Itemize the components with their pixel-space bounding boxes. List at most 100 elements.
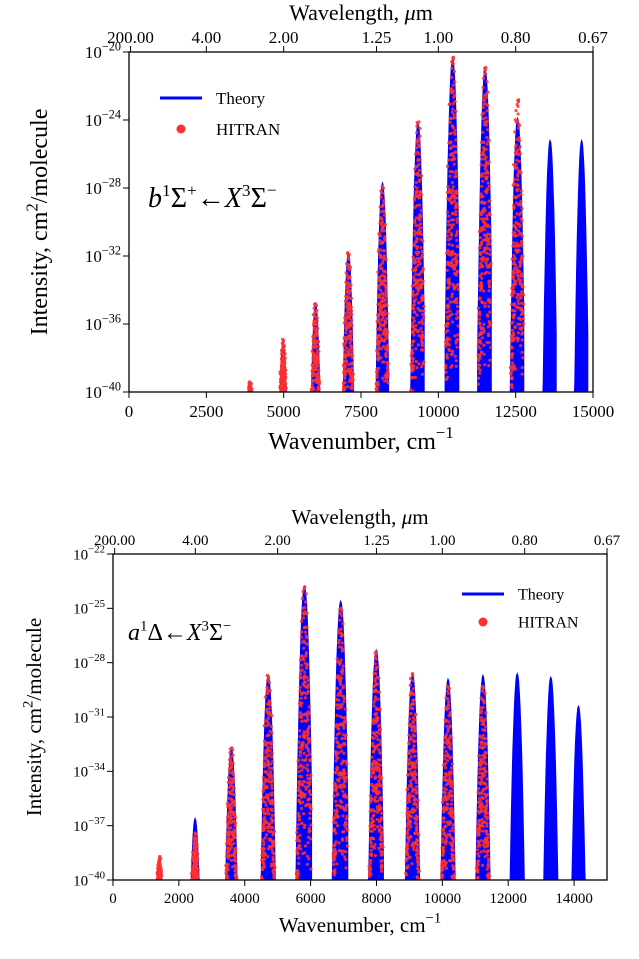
- hitran-point: [407, 794, 411, 798]
- y-tick-base: 10: [85, 247, 102, 266]
- hitran-point: [453, 116, 457, 120]
- hitran-point: [378, 723, 382, 727]
- hitran-point: [344, 733, 348, 737]
- hitran-point: [382, 344, 386, 348]
- hitran-point: [306, 769, 310, 773]
- hitran-point: [373, 698, 377, 702]
- top-tick-label: 4.00: [182, 533, 208, 549]
- hitran-point: [476, 344, 480, 348]
- y-tick-base: 10: [85, 43, 102, 62]
- hitran-point: [339, 849, 343, 853]
- hitran-point: [411, 356, 415, 360]
- hitran-point: [270, 731, 274, 735]
- hitran-point: [484, 711, 488, 715]
- y-tick-exponent: −28: [102, 175, 121, 189]
- hitran-point: [317, 349, 321, 353]
- hitran-point: [334, 799, 338, 803]
- hitran-point: [485, 119, 489, 123]
- hitran-point: [511, 338, 516, 343]
- hitran-point: [452, 857, 456, 861]
- hitran-point: [369, 852, 373, 856]
- hitran-point: [477, 246, 481, 250]
- hitran-point: [451, 829, 455, 833]
- hitran-point: [284, 368, 288, 372]
- hitran-point: [414, 712, 418, 716]
- hitran-point: [513, 231, 517, 235]
- hitran-point: [375, 825, 380, 829]
- hitran-point: [264, 803, 268, 807]
- hitran-point: [517, 269, 521, 273]
- hitran-point: [337, 841, 341, 845]
- hitran-point: [413, 726, 417, 730]
- hitran-point: [271, 800, 275, 804]
- hitran-point: [417, 882, 420, 885]
- hitran-point: [261, 884, 264, 887]
- hitran-point: [229, 826, 233, 830]
- hitran-point: [372, 700, 376, 704]
- transition-sup1: 1: [162, 181, 171, 200]
- theory-band-12: [571, 704, 586, 880]
- hitran-point: [510, 308, 514, 312]
- hitran-point: [421, 294, 425, 298]
- hitran-point: [248, 393, 251, 396]
- hitran-point: [375, 327, 380, 331]
- hitran-point: [370, 755, 374, 759]
- hitran-point: [454, 273, 458, 277]
- hitran-point: [486, 314, 490, 318]
- hitran-point: [350, 361, 354, 365]
- hitran-point: [451, 212, 455, 216]
- hitran-point: [455, 191, 459, 195]
- hitran-point: [478, 353, 482, 357]
- hitran-point: [513, 309, 517, 313]
- hitran-point: [379, 853, 383, 857]
- hitran-point: [480, 742, 484, 746]
- hitran-point: [452, 199, 456, 203]
- hitran-point: [477, 787, 481, 791]
- hitran-point: [518, 152, 523, 156]
- hitran-point: [455, 229, 459, 233]
- hitran-point: [486, 188, 490, 192]
- hitran-point: [383, 298, 387, 302]
- hitran-point: [306, 683, 310, 687]
- hitran-point: [379, 763, 383, 767]
- hitran-point: [417, 259, 421, 263]
- hitran-point: [297, 785, 301, 789]
- hitran-point: [476, 306, 480, 310]
- hitran-point: [300, 768, 304, 772]
- hitran-point: [296, 884, 299, 887]
- hitran-point: [282, 348, 286, 352]
- hitran-point: [307, 857, 311, 861]
- transition-upper-state: X: [186, 620, 203, 646]
- hitran-point: [484, 116, 488, 120]
- hitran-point: [488, 310, 492, 314]
- hitran-point: [417, 833, 421, 837]
- hitran-point: [416, 263, 420, 267]
- hitran-point: [411, 674, 415, 678]
- hitran-point: [332, 809, 336, 813]
- hitran-point: [478, 265, 482, 269]
- hitran-point: [250, 396, 253, 399]
- hitran-point: [480, 817, 484, 822]
- hitran-point: [195, 881, 198, 884]
- hitran-point: [351, 398, 354, 401]
- hitran-point: [482, 849, 486, 853]
- hitran-point: [480, 754, 484, 758]
- y-tick-label: 10−24: [85, 107, 121, 130]
- hitran-point: [446, 729, 450, 734]
- hitran-point: [416, 843, 420, 847]
- hitran-point: [283, 356, 287, 360]
- hitran-point: [509, 364, 513, 368]
- hitran-point: [444, 377, 449, 381]
- hitran-point: [231, 772, 235, 776]
- hitran-point: [347, 292, 351, 296]
- hitran-point: [196, 882, 199, 885]
- hitran-point: [449, 87, 453, 91]
- hitran-point: [194, 838, 198, 842]
- hitran-point: [415, 825, 419, 829]
- hitran-point: [485, 135, 489, 140]
- hitran-point: [345, 296, 349, 300]
- hitran-point: [519, 189, 523, 193]
- hitran-point: [159, 882, 162, 885]
- hitran-point: [266, 764, 270, 768]
- y-tick-label: 10−32: [85, 243, 121, 266]
